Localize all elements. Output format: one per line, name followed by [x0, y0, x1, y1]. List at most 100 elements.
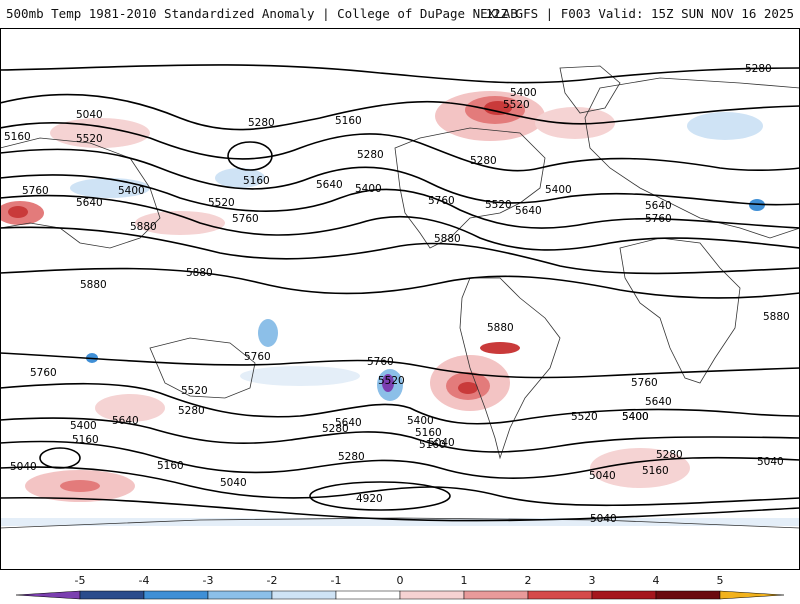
- warm-anomaly: [484, 101, 512, 115]
- warm-anomaly: [8, 206, 28, 218]
- colorbar-bin: [335, 590, 401, 600]
- contour-label: 5760: [631, 377, 658, 389]
- height-contours: [0, 64, 800, 522]
- contour-label: 5160: [335, 115, 362, 127]
- contour-label: 5760: [232, 213, 259, 225]
- north-america-outline: [394, 127, 546, 249]
- cool-anomaly: [215, 168, 265, 188]
- contour-label: 5160: [157, 460, 184, 472]
- colorbar-tick: 1: [460, 574, 468, 587]
- colorbar-tick: -1: [330, 574, 342, 587]
- colorbar-bin: [399, 590, 465, 600]
- contour-label: 5880: [763, 311, 790, 323]
- contour-label: 5040: [428, 437, 455, 449]
- colorbar-bins: [15, 590, 785, 600]
- contour-label: 5160: [419, 439, 446, 451]
- contour-label: 5880: [434, 233, 461, 245]
- contour-label: 5640: [112, 415, 139, 427]
- antarctica-outline: [0, 517, 800, 529]
- cool-anomaly: [687, 112, 763, 140]
- contour-label: 5640: [335, 417, 362, 429]
- header: 500mb Temp 1981-2010 Standardized Anomal…: [0, 0, 800, 28]
- contour-label: 5760: [367, 356, 394, 368]
- warm-anomaly: [480, 342, 520, 354]
- colorbar-tick: 5: [716, 574, 724, 587]
- colorbar-bin: [591, 590, 657, 600]
- colorbar-svg: [15, 590, 785, 600]
- contour-label: 5520: [181, 385, 208, 397]
- contour-label: 5520: [378, 375, 405, 387]
- model-run-info: 12Z GFS | F003 Valid: 15Z SUN NOV 16 202…: [485, 6, 794, 21]
- contour-label: 5760: [22, 185, 49, 197]
- contour-label: 5160: [72, 434, 99, 446]
- cool-anomaly: [240, 366, 360, 386]
- contour-label: 5280: [470, 155, 497, 167]
- contour-label: 5640: [645, 396, 672, 408]
- contour-label: 5400: [622, 411, 649, 423]
- warm-anomaly: [50, 118, 150, 148]
- australia-outline: [149, 337, 256, 399]
- warm-anomaly: [95, 394, 165, 422]
- warm-anomaly: [458, 382, 478, 394]
- contour-label: 5160: [642, 465, 669, 477]
- contour-label: 5520: [485, 199, 512, 211]
- contour-label: 5280: [745, 63, 772, 75]
- colorbar-extend-low: [15, 590, 81, 600]
- greenland-outline: [559, 65, 621, 114]
- colorbar-tick: -3: [202, 574, 214, 587]
- contour-label: 5760: [30, 367, 57, 379]
- colorbar-bin: [79, 590, 145, 600]
- contour-label: 5280: [338, 451, 365, 463]
- contour-label: 5400: [355, 183, 382, 195]
- colorbar-tick: 0: [396, 574, 404, 587]
- contour-label: 5400: [622, 411, 649, 423]
- contour-label: 5160: [415, 427, 442, 439]
- colorbar-tick: 3: [588, 574, 596, 587]
- coastlines: [0, 65, 800, 529]
- africa-outline: [619, 237, 741, 384]
- contour-label: 5760: [645, 213, 672, 225]
- contour-label: 5280: [322, 423, 349, 435]
- colorbar-bin: [207, 590, 273, 600]
- contour-label: 5400: [70, 420, 97, 432]
- contour-label: 5640: [515, 205, 542, 217]
- colorbar: -5 -4 -3 -2 -1 0 1 2 3 4 5: [0, 570, 800, 600]
- contour-label: 5280: [178, 405, 205, 417]
- contour-label: 4920: [356, 493, 383, 505]
- colorbar-tick: 2: [524, 574, 532, 587]
- contour-label: 5040: [220, 477, 247, 489]
- contour-label: 5640: [645, 200, 672, 212]
- colorbar-extend-high: [719, 590, 785, 600]
- contour-label: 5040: [10, 461, 37, 473]
- contour-label: 5400: [510, 87, 537, 99]
- contour-label: 5640: [316, 179, 343, 191]
- cool-anomaly: [382, 374, 394, 392]
- colorbar-bin: [463, 590, 529, 600]
- contour-label: 5880: [80, 279, 107, 291]
- contour-label: 5880: [487, 322, 514, 334]
- contour-label: 5400: [118, 185, 145, 197]
- anomaly-map: 5280 5400 5520 5040 5160 5520 5280 5160 …: [0, 28, 800, 570]
- contour-label: 5760: [428, 195, 455, 207]
- contour-label: 5040: [757, 456, 784, 468]
- colorbar-tick: -4: [138, 574, 150, 587]
- contour-label: 5880: [130, 221, 157, 233]
- contour-label: 5520: [76, 133, 103, 145]
- cool-anomaly: [258, 319, 278, 347]
- warm-anomaly: [60, 480, 100, 492]
- south-america-outline: [459, 277, 561, 460]
- contour-label: 5400: [545, 184, 572, 196]
- colorbar-bin: [271, 590, 337, 600]
- colorbar-bin: [655, 590, 721, 600]
- warm-anomaly: [590, 448, 690, 488]
- contour-label: 5280: [248, 117, 275, 129]
- contour-label: 5040: [590, 513, 617, 525]
- colorbar-tick: 4: [652, 574, 660, 587]
- contour-label: 5400: [407, 415, 434, 427]
- asia-west-outline: [0, 137, 161, 249]
- contour-label: 5520: [208, 197, 235, 209]
- contour-labels: 5280 5400 5520 5040 5160 5520 5280 5160 …: [4, 63, 790, 525]
- contour-label: 5160: [243, 175, 270, 187]
- colorbar-bin: [143, 590, 209, 600]
- warm-anomaly: [135, 211, 225, 235]
